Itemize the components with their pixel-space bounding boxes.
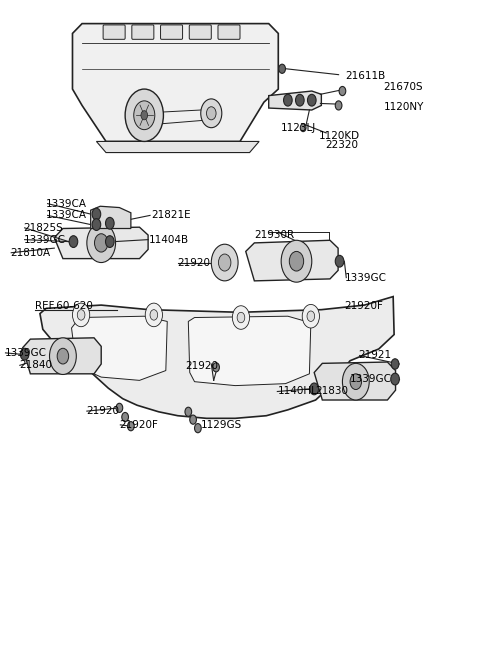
Circle shape [300,124,306,132]
Circle shape [335,255,344,267]
Circle shape [92,218,101,230]
Circle shape [194,424,201,433]
Text: 1129GS: 1129GS [201,420,242,430]
FancyBboxPatch shape [132,25,154,39]
Text: 1339GC: 1339GC [350,374,392,384]
Text: 21840: 21840 [19,360,52,371]
Text: 21830: 21830 [316,386,348,396]
Circle shape [302,304,320,328]
Text: 21920: 21920 [185,361,218,371]
Polygon shape [40,297,394,419]
Text: 1339CA: 1339CA [46,199,87,209]
Polygon shape [188,316,311,386]
Circle shape [308,94,316,106]
Text: 21611B: 21611B [345,71,385,81]
Circle shape [150,310,157,320]
FancyBboxPatch shape [189,25,211,39]
Text: 1339GC: 1339GC [4,348,47,358]
Text: 22320: 22320 [325,140,358,150]
Circle shape [185,407,192,417]
Circle shape [72,303,90,327]
Text: 1339GC: 1339GC [24,235,66,245]
Circle shape [190,415,196,424]
Circle shape [232,306,250,329]
Polygon shape [72,316,167,380]
Circle shape [307,311,315,321]
Text: 1123LJ: 1123LJ [281,123,316,133]
Circle shape [122,413,129,422]
Circle shape [95,234,108,252]
Text: 21930R: 21930R [254,230,295,240]
Circle shape [289,251,304,271]
Circle shape [211,244,238,281]
Text: 21920F: 21920F [344,301,383,312]
Circle shape [49,338,76,375]
FancyBboxPatch shape [160,25,182,39]
Circle shape [339,87,346,96]
Circle shape [57,348,69,364]
Circle shape [213,363,219,372]
Text: 11404B: 11404B [149,235,189,245]
Circle shape [145,303,162,327]
Text: 21821E: 21821E [152,211,191,220]
Circle shape [106,236,114,247]
Circle shape [125,89,163,142]
Circle shape [391,359,399,369]
Circle shape [69,236,78,247]
Polygon shape [246,240,338,281]
Circle shape [20,348,29,360]
Polygon shape [269,91,322,110]
Polygon shape [54,227,148,258]
Circle shape [206,107,216,120]
Polygon shape [72,24,278,142]
Text: 21920: 21920 [177,258,210,268]
Circle shape [296,94,304,106]
Text: 1339CA: 1339CA [46,211,87,220]
Text: 21810A: 21810A [10,248,50,258]
Text: 1339GC: 1339GC [345,274,387,283]
Circle shape [92,208,101,220]
Circle shape [281,240,312,282]
Text: 21825S: 21825S [24,223,63,233]
Circle shape [335,101,342,110]
Circle shape [141,111,148,120]
Circle shape [342,363,369,400]
FancyBboxPatch shape [103,25,125,39]
Polygon shape [314,362,396,400]
Polygon shape [23,338,101,374]
Text: 1120NY: 1120NY [384,102,424,112]
Circle shape [134,101,155,130]
Text: 1140HL: 1140HL [277,386,317,396]
Circle shape [279,64,286,73]
Text: 21670S: 21670S [384,82,423,92]
Circle shape [201,99,222,128]
Circle shape [237,312,245,323]
Text: 21921: 21921 [359,350,392,361]
Circle shape [391,373,399,385]
Circle shape [106,217,114,229]
Polygon shape [91,206,131,228]
Circle shape [350,374,361,390]
Circle shape [284,94,292,106]
Text: 1120KD: 1120KD [319,131,360,141]
Polygon shape [96,142,259,153]
FancyBboxPatch shape [218,25,240,39]
Text: 21920F: 21920F [120,420,158,430]
Circle shape [77,310,85,320]
Text: REF.60-620: REF.60-620 [35,301,93,312]
Circle shape [116,403,123,413]
Circle shape [218,254,231,271]
Circle shape [310,383,319,395]
Circle shape [128,422,134,431]
Text: 21920: 21920 [86,406,119,416]
Circle shape [87,223,116,262]
